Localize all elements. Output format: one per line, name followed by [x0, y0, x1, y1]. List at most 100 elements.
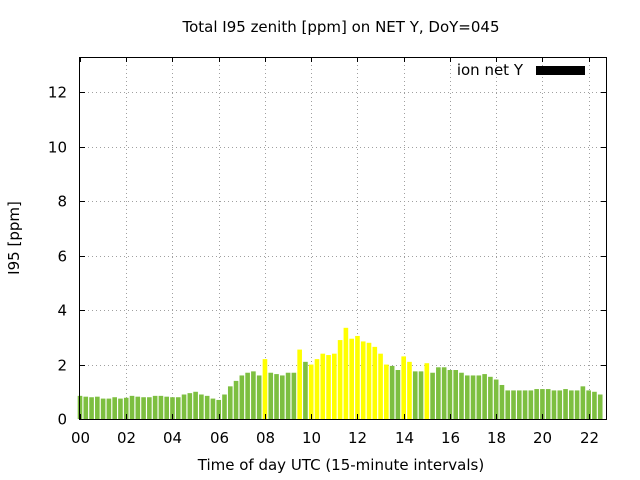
- bar: [251, 371, 256, 419]
- bar: [193, 391, 198, 419]
- bar: [227, 386, 233, 419]
- bar: [470, 375, 476, 419]
- chart-title: Total I95 zenith [ppm] on NET Y, DoY=045: [181, 18, 499, 36]
- bar: [395, 370, 401, 419]
- bar: [199, 394, 204, 419]
- bar: [216, 399, 222, 419]
- bar: [158, 395, 164, 419]
- bar: [563, 389, 568, 419]
- bars: [77, 327, 603, 419]
- bar: [597, 394, 603, 419]
- bar: [464, 375, 470, 419]
- bar: [534, 389, 539, 419]
- bar: [245, 372, 250, 419]
- bar: [123, 397, 129, 419]
- bar: [349, 338, 354, 419]
- bar: [511, 390, 516, 419]
- bar: [239, 375, 245, 419]
- y-axis-ticks: 0 2 4 6 8 10 12: [48, 84, 606, 429]
- bar: [418, 371, 424, 419]
- x-tick-label: 14: [395, 429, 414, 447]
- bar: [447, 370, 453, 419]
- bar: [83, 396, 89, 419]
- x-tick-label: 18: [487, 429, 506, 447]
- bar: [100, 398, 106, 419]
- x-tick-label: 06: [210, 429, 229, 447]
- x-tick-label: 02: [117, 429, 136, 447]
- bar: [152, 395, 158, 419]
- bar: [187, 393, 193, 419]
- bar: [528, 390, 534, 419]
- bar: [441, 367, 447, 419]
- bar: [522, 390, 528, 419]
- bar: [326, 355, 331, 419]
- bar: [332, 353, 337, 419]
- bar: [106, 398, 112, 419]
- x-tick-label: 20: [533, 429, 552, 447]
- bar: [540, 389, 545, 419]
- bar: [256, 375, 262, 419]
- bar: [574, 390, 580, 419]
- bar: [424, 363, 430, 419]
- bar: [482, 374, 487, 419]
- bar: [141, 397, 146, 419]
- bar: [407, 361, 412, 419]
- bar: [557, 390, 563, 419]
- bar: [135, 396, 141, 419]
- bar: [401, 356, 406, 419]
- bar: [488, 376, 493, 419]
- bar: [516, 390, 522, 419]
- bar: [459, 372, 464, 419]
- bar: [118, 398, 123, 419]
- bar: [436, 367, 441, 419]
- y-axis-label: I95 [ppm]: [5, 201, 23, 275]
- bar: [222, 394, 227, 419]
- bar: [505, 390, 511, 419]
- bar: [164, 396, 170, 419]
- bar: [430, 372, 435, 419]
- bar: [314, 359, 320, 419]
- plot-frame: [79, 57, 607, 420]
- legend: ion net Y: [457, 61, 585, 79]
- bar: [355, 335, 360, 419]
- y-tick-label: 0: [57, 411, 67, 429]
- y-tick-label: 12: [48, 84, 67, 102]
- x-tick-label: 08: [256, 429, 275, 447]
- x-tick-label: 04: [163, 429, 182, 447]
- bar: [378, 353, 383, 419]
- bar: [366, 342, 372, 419]
- bar: [586, 390, 591, 419]
- bar: [181, 394, 187, 419]
- bar: [129, 395, 135, 419]
- x-tick-label: 22: [580, 429, 599, 447]
- y-tick-label: 2: [57, 357, 67, 375]
- x-tick-label: 00: [71, 429, 90, 447]
- bar: [493, 379, 499, 419]
- bar: [170, 397, 175, 419]
- y-tick-label: 4: [57, 302, 67, 320]
- bar: [112, 397, 117, 419]
- legend-swatch: [536, 66, 585, 75]
- bar: [175, 397, 181, 419]
- bar: [147, 397, 152, 419]
- bar: [303, 361, 308, 419]
- bar: [569, 390, 574, 419]
- bar: [291, 372, 297, 419]
- bar: [262, 359, 268, 419]
- bar: [233, 380, 239, 419]
- bar: [580, 386, 586, 419]
- bar: [337, 340, 343, 419]
- bar: [389, 365, 395, 419]
- bar: [372, 346, 378, 419]
- bar: [274, 374, 279, 419]
- bar: [204, 395, 210, 419]
- x-axis-label: Time of day UTC (15-minute intervals): [197, 456, 484, 474]
- x-tick-label: 16: [441, 429, 460, 447]
- bar: [343, 327, 349, 419]
- bar: [412, 371, 418, 419]
- y-tick-label: 6: [57, 248, 67, 266]
- y-tick-label: 8: [57, 193, 67, 211]
- bar: [360, 341, 366, 419]
- bar: [89, 397, 94, 419]
- grid: [80, 57, 606, 419]
